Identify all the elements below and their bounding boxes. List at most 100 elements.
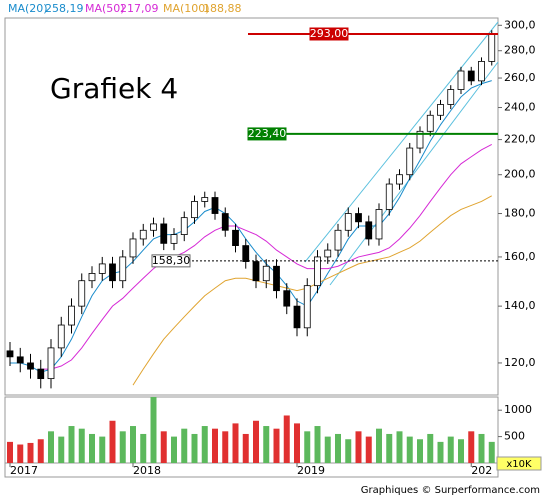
volume-bar (17, 444, 24, 463)
x-tick-label: 202 (471, 464, 492, 477)
level-box (309, 27, 349, 41)
candle-body (416, 130, 424, 149)
y-tick-label: 200,0 (504, 168, 536, 181)
volume-bar (109, 420, 116, 463)
candle-body (467, 70, 475, 82)
candle-body (457, 70, 465, 90)
candle-body (98, 263, 106, 274)
candle-body (27, 362, 34, 370)
candle-body (160, 223, 168, 244)
candle-body (303, 285, 311, 329)
candle-body (37, 368, 45, 380)
candle-body (375, 209, 383, 240)
y-tick-label: 260,0 (504, 71, 536, 84)
candle-body (314, 256, 321, 287)
unit-box (496, 456, 542, 471)
volume-bar (468, 431, 475, 463)
volume-bar (212, 428, 218, 463)
candle-body (488, 33, 496, 62)
candle-body (170, 234, 178, 244)
candle-body (68, 305, 75, 326)
price-panel (4, 17, 499, 396)
volume-bar (417, 439, 423, 463)
candle-body (201, 197, 209, 202)
volume-bar (488, 441, 495, 463)
candle-body (334, 229, 342, 251)
volume-bar (37, 439, 44, 463)
volume-bar (191, 433, 198, 463)
volume-bar (427, 433, 434, 463)
candle-body (478, 61, 485, 82)
volume-bar (171, 436, 177, 463)
volume-bar (99, 436, 106, 463)
candle-body (129, 238, 137, 258)
volume-bar (345, 439, 352, 463)
candle-body (355, 213, 362, 223)
volume-bar (437, 441, 444, 463)
candle-body (283, 290, 291, 307)
level-box (151, 254, 191, 268)
x-tick-label: 2017 (10, 464, 38, 477)
candle-body (47, 347, 55, 380)
candle-body (6, 350, 14, 358)
volume-bar (201, 426, 208, 463)
candle-body (16, 356, 24, 364)
candle-body (447, 89, 455, 105)
legend-value: 188,88 (203, 2, 242, 15)
x-tick-label: 2018 (133, 464, 161, 477)
footer: Graphiques © Surperformance.com (361, 485, 540, 496)
candle-body (119, 256, 127, 282)
volume-bar (27, 442, 34, 463)
y-tick-label: 140,0 (504, 299, 536, 312)
candle-body (426, 114, 434, 132)
candle-body (57, 324, 65, 349)
candle-body (406, 147, 414, 176)
volume-bar (130, 426, 136, 463)
legend-name: MA(50) (85, 2, 125, 15)
candle-body (293, 305, 301, 329)
volume-bar (150, 397, 157, 463)
candle-body (109, 263, 116, 282)
y-tick-label: 120,0 (504, 356, 536, 369)
volume-bar (365, 436, 372, 463)
volume-bar (242, 433, 249, 463)
volume-bar (222, 431, 229, 463)
legend-name: MA(100) (163, 2, 210, 15)
volume-bar (232, 423, 239, 463)
level-label: 293,00 (310, 27, 349, 40)
volume-bar (7, 441, 13, 463)
candle-body (262, 265, 270, 282)
candle-body (150, 223, 157, 231)
volume-bar (181, 428, 188, 463)
volume-bar (376, 428, 382, 463)
volume-bar (140, 433, 147, 463)
volume-bar (355, 431, 362, 463)
trend-channel (329, 61, 499, 286)
volume-bar (68, 426, 75, 463)
trend-channel (304, 21, 499, 263)
y-tick-label: 180,0 (504, 207, 536, 220)
date-strip (4, 462, 499, 478)
volume-bar (119, 431, 126, 463)
ma-line (132, 195, 492, 386)
volume-bar (294, 423, 300, 463)
candle-body (273, 265, 280, 292)
volume-bar (253, 420, 259, 463)
volume-bar (160, 431, 167, 463)
volume-bar (58, 436, 65, 463)
legend-name: MA(20) (8, 2, 48, 15)
y-tick-label: 160,0 (504, 250, 536, 263)
y-tick-label: 280,0 (504, 44, 536, 57)
volume-bar (314, 426, 321, 463)
y-tick-label: 220,0 (504, 133, 536, 146)
candle-body (232, 229, 239, 246)
y-tick-label: 240,0 (504, 101, 536, 114)
volume-bar (48, 431, 54, 463)
x-tick-label: 2019 (297, 464, 325, 477)
volume-bar (263, 426, 270, 463)
volume-bar (324, 436, 331, 463)
candle-body (242, 245, 250, 262)
level-label: 158,30 (152, 254, 191, 267)
chart-title: Grafiek 4 (50, 72, 178, 105)
